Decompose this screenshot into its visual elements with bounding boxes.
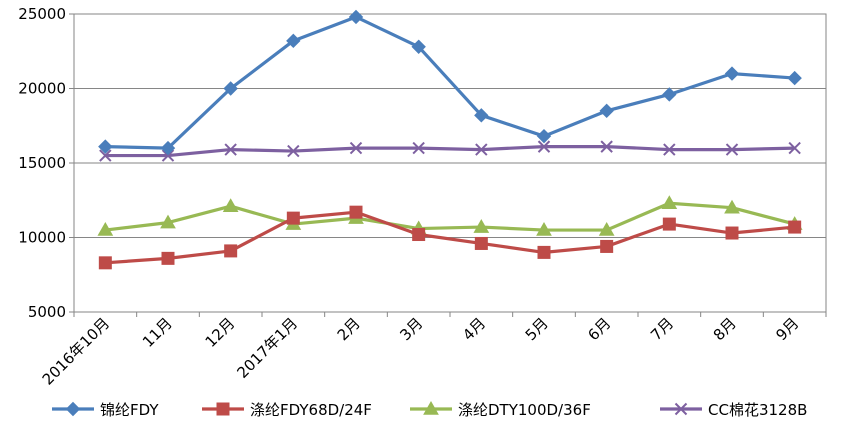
data-point: [474, 108, 489, 123]
data-point: [224, 244, 238, 258]
data-point: [537, 245, 551, 259]
x-tick-label: 9月: [772, 314, 802, 344]
data-point: [787, 70, 802, 86]
y-tick-label: 5000: [28, 303, 66, 321]
series-line: [105, 201, 796, 232]
data-point: [599, 103, 614, 119]
data-point: [475, 143, 488, 156]
legend-item: 涤纶FDY68D/24F: [202, 401, 372, 419]
series-0: [98, 9, 802, 156]
x-tick-label: 6月: [584, 314, 614, 344]
x-tick-label: 2月: [334, 314, 364, 344]
data-point: [224, 143, 237, 156]
data-point: [412, 228, 426, 242]
data-point: [98, 256, 112, 270]
data-point: [99, 149, 112, 162]
data-point: [349, 205, 363, 219]
data-point: [663, 143, 676, 156]
grid-lines: [73, 13, 827, 313]
legend-label: CC棉花3128B: [708, 401, 807, 419]
data-point: [287, 144, 300, 158]
data-point: [725, 143, 739, 156]
data-point: [348, 9, 364, 25]
x-tick-label: 5月: [522, 314, 552, 344]
legend-label: 涤纶FDY68D/24F: [250, 401, 372, 419]
data-point: [286, 211, 300, 225]
data-point: [412, 141, 425, 155]
data-point: [724, 199, 740, 214]
data-point: [97, 222, 114, 236]
series-line: [105, 145, 795, 158]
legend-swatch-marker: [65, 401, 81, 417]
data-point: [788, 220, 802, 234]
data-point: [536, 128, 552, 144]
data-point: [537, 140, 551, 153]
x-tick-label: 4月: [459, 314, 489, 344]
y-tick-label: 10000: [18, 229, 66, 247]
data-point: [160, 140, 176, 156]
series-layer: [97, 9, 803, 270]
series-3: [99, 140, 801, 162]
data-point: [349, 141, 363, 155]
data-point: [161, 149, 175, 162]
x-tick-label: 3月: [396, 314, 426, 344]
legend-swatch-marker: [674, 402, 688, 416]
legend-swatch-marker: [423, 400, 439, 415]
data-point: [662, 87, 677, 102]
data-point: [473, 219, 490, 233]
data-point: [536, 222, 552, 236]
legend-item: 涤纶DTY100D/36F: [410, 400, 591, 419]
data-point: [724, 66, 740, 81]
axes: 5000 10000 15000 20000 25000 2016年10月 11月 12月20…: [18, 5, 827, 389]
data-point: [725, 226, 739, 240]
x-tick-label: 7月: [647, 314, 677, 344]
x-tick-label: 8月: [710, 314, 740, 344]
y-tick-label: 15000: [18, 154, 66, 172]
y-tick-label: 25000: [18, 5, 66, 23]
data-point: [411, 39, 426, 54]
x-tick-label: 2017年1月: [233, 314, 301, 382]
x-tick-label: 12月: [202, 314, 239, 351]
series-line: [105, 15, 795, 150]
legend-item: 锦纶FDY: [52, 401, 159, 419]
data-point: [161, 251, 175, 265]
legend-label: 涤纶DTY100D/36F: [458, 401, 591, 419]
data-point: [160, 214, 176, 229]
data-point: [661, 195, 678, 209]
data-point: [98, 139, 113, 154]
x-tick-label: 11月: [139, 314, 176, 351]
legend-label: 锦纶FDY: [100, 401, 159, 419]
data-point: [788, 141, 801, 155]
data-point: [223, 81, 238, 96]
data-point: [600, 239, 614, 253]
x-tick-label: 2016年10月: [39, 314, 113, 388]
series-1: [98, 205, 802, 270]
series-line: [105, 210, 795, 265]
legend: 锦纶FDY 涤纶FDY68D/24F 涤纶DTY100D/36F CC棉花3128B: [52, 400, 807, 419]
y-tick-label: 20000: [18, 80, 66, 98]
data-point: [222, 198, 239, 212]
data-point: [474, 236, 488, 250]
data-point: [598, 222, 615, 236]
data-point: [286, 33, 301, 49]
legend-item: CC棉花3128B: [660, 401, 807, 419]
data-point: [662, 217, 676, 231]
legend-swatch-marker: [216, 402, 230, 416]
data-point: [600, 140, 613, 153]
